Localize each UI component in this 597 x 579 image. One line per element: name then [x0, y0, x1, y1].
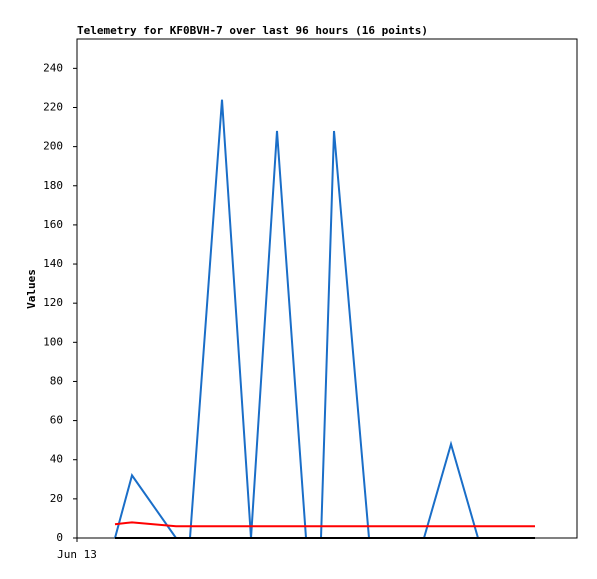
plot-frame: [76, 38, 578, 539]
y-tick-label: 200: [43, 140, 63, 153]
y-tick-label: 140: [43, 257, 63, 270]
y-tick-label: 80: [50, 374, 63, 387]
y-tick-label: 120: [43, 296, 63, 309]
y-tick-label: 180: [43, 179, 63, 192]
y-tick-label: 0: [56, 531, 63, 544]
y-tick-label: 100: [43, 335, 63, 348]
y-axis-label: Values: [25, 269, 38, 309]
series-line: [114, 521, 535, 528]
y-tick-label: 240: [43, 61, 63, 74]
y-tick-label: 160: [43, 218, 63, 231]
chart-title: Telemetry for KF0BVH-7 over last 96 hour…: [77, 24, 428, 37]
y-tick-label: 40: [50, 453, 63, 466]
y-tick-label: 220: [43, 100, 63, 113]
y-tick-label: 20: [50, 492, 63, 505]
series-line: [114, 99, 535, 539]
y-tick-label: 60: [50, 414, 63, 427]
x-tick-label: Jun 13: [57, 548, 97, 561]
